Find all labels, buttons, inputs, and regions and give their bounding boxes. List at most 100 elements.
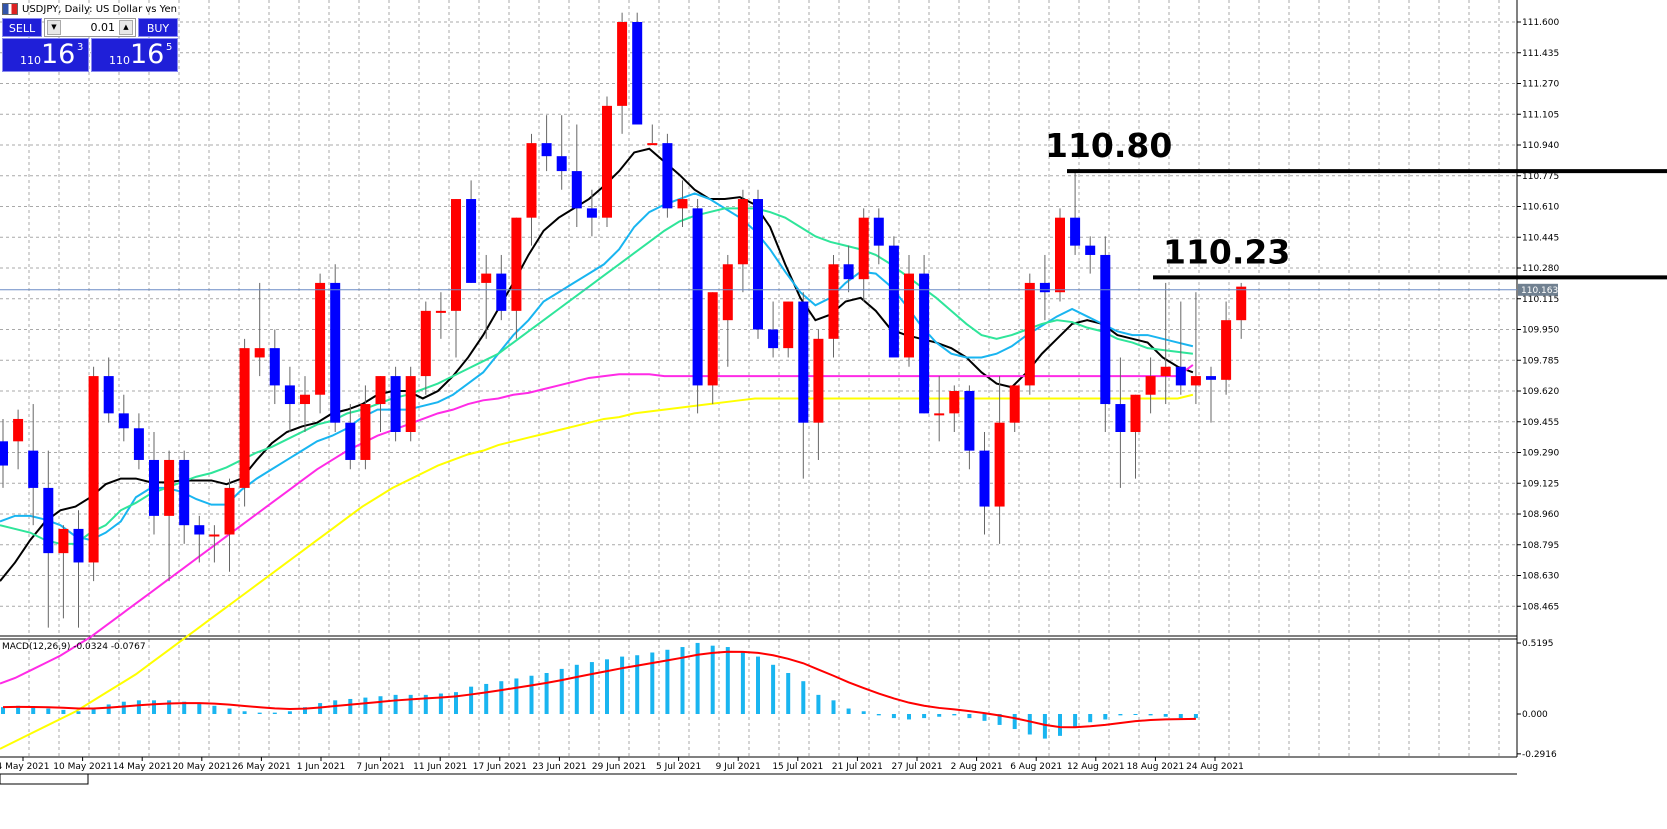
candle-bull [647, 143, 658, 146]
candle-bear [269, 348, 280, 386]
candle-bear [798, 301, 809, 423]
x-tick-label: 12 Aug 2021 [1067, 762, 1125, 772]
candle-bull [1009, 385, 1020, 423]
macd-histogram-bar [907, 714, 911, 720]
x-tick-label: 29 Jun 2021 [592, 762, 646, 772]
candle-bear [284, 385, 295, 405]
macd-histogram-bar [952, 714, 957, 716]
macd-histogram-bar [348, 698, 353, 714]
macd-histogram-bar [589, 662, 594, 714]
macd-histogram-bar [771, 664, 776, 714]
macd-histogram-bar [1103, 714, 1108, 720]
candle-bear [1175, 366, 1186, 386]
macd-histogram-bar [1148, 714, 1153, 716]
candle-bear [1039, 282, 1050, 293]
x-tick-label: 23 Jun 2021 [532, 762, 586, 772]
x-tick-label: 6 Aug 2021 [1010, 762, 1062, 772]
macd-y-tick-label: 0.000 [1522, 710, 1548, 720]
candle-bull [783, 301, 794, 349]
candle-bear [586, 208, 597, 218]
macd-histogram-bar [1163, 714, 1168, 717]
macd-histogram-bar [1, 707, 5, 714]
candle-bear [541, 143, 552, 157]
macd-histogram-bar [469, 686, 474, 714]
buy-button[interactable]: BUY [138, 18, 178, 37]
y-tick-label: 110.115 [1522, 295, 1559, 305]
lot-decrease-icon[interactable]: ▼ [47, 20, 61, 35]
candle-bull [1130, 394, 1141, 432]
macd-histogram-bar [182, 701, 187, 714]
candle-bear [466, 199, 477, 283]
macd-histogram-bar [756, 656, 760, 714]
macd-histogram-bar [876, 714, 881, 716]
buy-price-prefix: 110 [109, 54, 130, 67]
candle-bear [496, 273, 507, 311]
macd-histogram-bar [76, 711, 81, 714]
y-tick-label: 110.610 [1522, 203, 1559, 213]
candle-bear [632, 22, 643, 125]
macd-histogram-bar [484, 683, 489, 714]
macd-histogram-bar [106, 704, 111, 714]
macd-histogram-bar [1042, 714, 1047, 739]
macd-histogram-bar [303, 707, 307, 714]
candle-bear [73, 528, 84, 563]
y-tick-label: 108.465 [1522, 602, 1559, 612]
macd-histogram-bar [740, 652, 745, 714]
macd-histogram-bar [831, 700, 836, 714]
candle-bear [662, 143, 673, 209]
macd-histogram-bar [1088, 714, 1093, 723]
y-tick-label: 110.445 [1522, 233, 1559, 243]
y-tick-label: 111.435 [1522, 49, 1559, 59]
macd-histogram-bar [922, 714, 927, 719]
macd-histogram-bar [529, 675, 534, 714]
buy-price-button[interactable]: 110 16 5 [91, 38, 178, 72]
macd-histogram-bar [318, 703, 323, 714]
candle-bull [1236, 286, 1247, 321]
candle-bull [360, 404, 371, 460]
x-tick-label: 9 Jul 2021 [716, 762, 761, 772]
moving-average-line [0, 192, 1194, 542]
macd-histogram-bar [620, 656, 625, 714]
sell-price-prefix: 110 [20, 54, 41, 67]
macd-histogram-bar [333, 700, 338, 714]
macd-histogram-bar [152, 700, 156, 714]
x-tick-label: 5 Jul 2021 [656, 762, 701, 772]
lot-size-input[interactable] [63, 20, 115, 35]
macd-histogram-bar [680, 647, 685, 714]
macd-histogram-bar [1133, 714, 1138, 715]
macd-histogram-bar [363, 697, 368, 714]
candle-bull [707, 292, 718, 386]
candle-bull [904, 273, 914, 358]
level-label: 110.23 [1163, 232, 1290, 271]
candle-bull [88, 376, 99, 563]
lot-increase-icon[interactable]: ▲ [119, 20, 133, 35]
candle-bear [1070, 217, 1081, 246]
candle-bear [194, 525, 205, 535]
macd-histogram-bar [665, 649, 670, 714]
one-click-trading-panel: SELL ▼ ▲ BUY 110 16 3 110 16 5 [2, 18, 178, 72]
candle-bull [254, 348, 265, 358]
candle-bear [571, 171, 582, 209]
macd-histogram-bar [46, 708, 51, 714]
macd-histogram-bar [1073, 714, 1078, 728]
macd-histogram-bar [61, 709, 66, 714]
macd-histogram-bar [1193, 714, 1198, 719]
candle-bull [737, 199, 748, 265]
candle-bull [1160, 366, 1171, 377]
macd-y-tick-label: -0.2916 [1522, 750, 1557, 760]
candle-bear [43, 487, 54, 554]
sell-button[interactable]: SELL [2, 18, 42, 37]
candle-bull [526, 143, 537, 218]
candle-bear [179, 459, 190, 526]
moving-average-line [0, 147, 1194, 582]
macd-histogram-bar [816, 694, 821, 714]
candle-bull [420, 310, 431, 377]
candle-bull [1190, 376, 1201, 386]
candle-bear [390, 376, 401, 432]
candle-bear [888, 245, 899, 358]
sell-price-button[interactable]: 110 16 3 [2, 38, 89, 72]
candle-bear [1085, 245, 1096, 255]
candle-bull [511, 217, 522, 311]
macd-histogram-bar [212, 705, 217, 714]
macd-title: MACD(12,26,9) -0.0324 -0.0767 [2, 642, 146, 652]
